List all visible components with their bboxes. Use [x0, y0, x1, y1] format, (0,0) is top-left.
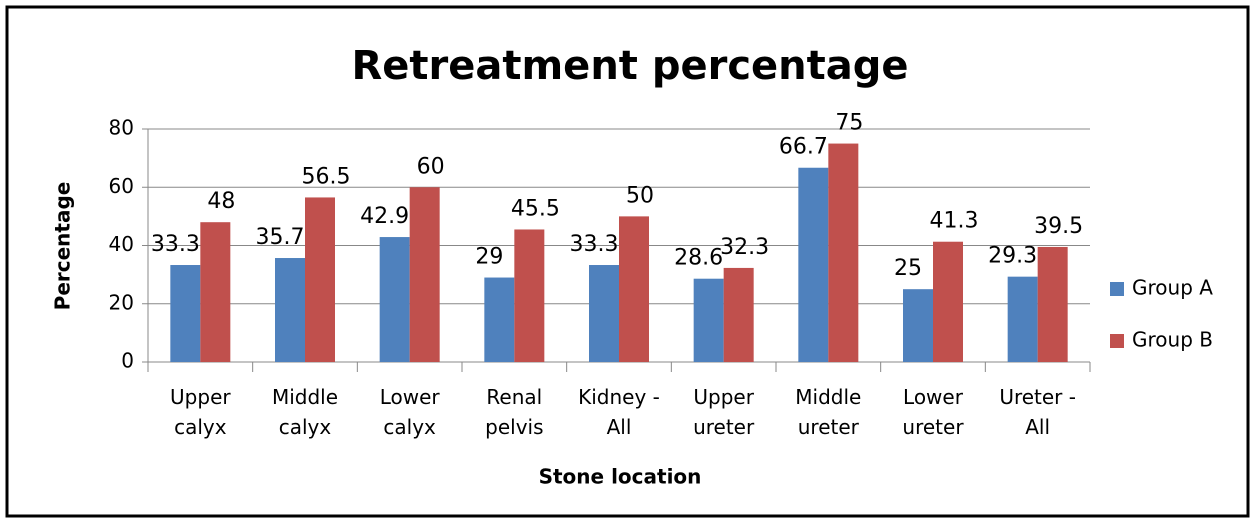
bar: [589, 265, 619, 362]
data-label: 50: [626, 183, 654, 208]
y-tick-label: 60: [109, 174, 134, 198]
data-label: 33.3: [151, 232, 200, 257]
bar: [903, 289, 933, 362]
chart-title: Retreatment percentage: [351, 43, 908, 89]
x-tick-label: Upper ureter: [693, 385, 755, 439]
data-label: 45.5: [511, 196, 560, 221]
y-tick-label: 0: [121, 349, 134, 373]
legend-swatch: [1110, 334, 1124, 348]
x-tick-label: Ureter - All: [999, 385, 1076, 439]
bar: [484, 277, 515, 362]
data-label: 35.7: [256, 225, 305, 250]
bar: [1037, 246, 1068, 362]
x-tick-label: Upper calyx: [170, 385, 231, 439]
bar: [170, 265, 201, 362]
x-tick-label: Lower calyx: [379, 385, 440, 439]
bar: [1007, 276, 1038, 362]
data-label: 75: [835, 111, 863, 136]
legend-label: Group A: [1132, 276, 1213, 300]
data-label: 25: [894, 256, 922, 281]
bar: [798, 167, 829, 362]
x-tick-label: Renal pelvis: [485, 385, 544, 439]
data-label: 29: [475, 245, 503, 270]
x-axis-label: Stone location: [539, 465, 702, 489]
bar: [693, 278, 724, 362]
data-label: 66.7: [779, 135, 828, 160]
data-label: 41.3: [930, 209, 979, 234]
bar: [723, 267, 754, 362]
bar: [409, 187, 440, 362]
y-tick-label: 40: [109, 232, 134, 256]
bar: [619, 216, 649, 362]
bar: [514, 229, 545, 362]
x-tick-label: Middle calyx: [271, 385, 339, 439]
data-label: 33.3: [570, 232, 619, 257]
bar: [379, 237, 410, 362]
legend-swatch: [1110, 282, 1124, 296]
data-label: 28.6: [674, 246, 723, 271]
x-tick-label: Lower ureter: [902, 385, 964, 439]
data-label: 60: [417, 154, 445, 179]
data-label: 39.5: [1034, 214, 1083, 239]
bar: [933, 241, 963, 362]
y-tick-label: 20: [109, 290, 134, 314]
y-axis-label: Percentage: [51, 182, 75, 311]
data-label: 29.3: [988, 244, 1037, 269]
bar: [828, 143, 859, 362]
data-label: 42.9: [360, 204, 409, 229]
data-label: 48: [207, 189, 235, 214]
y-tick-label: 80: [109, 116, 134, 140]
data-label: 56.5: [302, 164, 351, 189]
bar: [305, 197, 335, 362]
legend-label: Group B: [1132, 328, 1213, 352]
x-tick-label: Middle ureter: [795, 385, 862, 439]
x-tick-label: Kidney - All: [578, 385, 660, 439]
bar: [200, 222, 231, 362]
data-label: 32.3: [720, 235, 769, 260]
bar: [275, 258, 305, 362]
